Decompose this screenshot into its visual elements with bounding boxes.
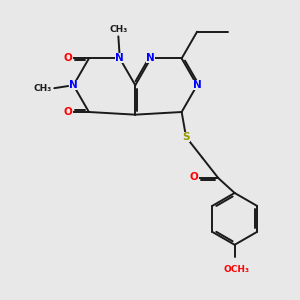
- Text: O: O: [190, 172, 199, 182]
- Text: OCH₃: OCH₃: [223, 265, 249, 274]
- Text: S: S: [182, 132, 190, 142]
- Text: O: O: [64, 107, 73, 117]
- Text: N: N: [193, 80, 202, 90]
- Text: N: N: [69, 80, 78, 90]
- Text: O: O: [64, 53, 73, 63]
- Text: CH₃: CH₃: [34, 84, 52, 93]
- Text: N: N: [146, 53, 155, 63]
- Text: N: N: [116, 53, 124, 63]
- Text: CH₃: CH₃: [109, 26, 128, 34]
